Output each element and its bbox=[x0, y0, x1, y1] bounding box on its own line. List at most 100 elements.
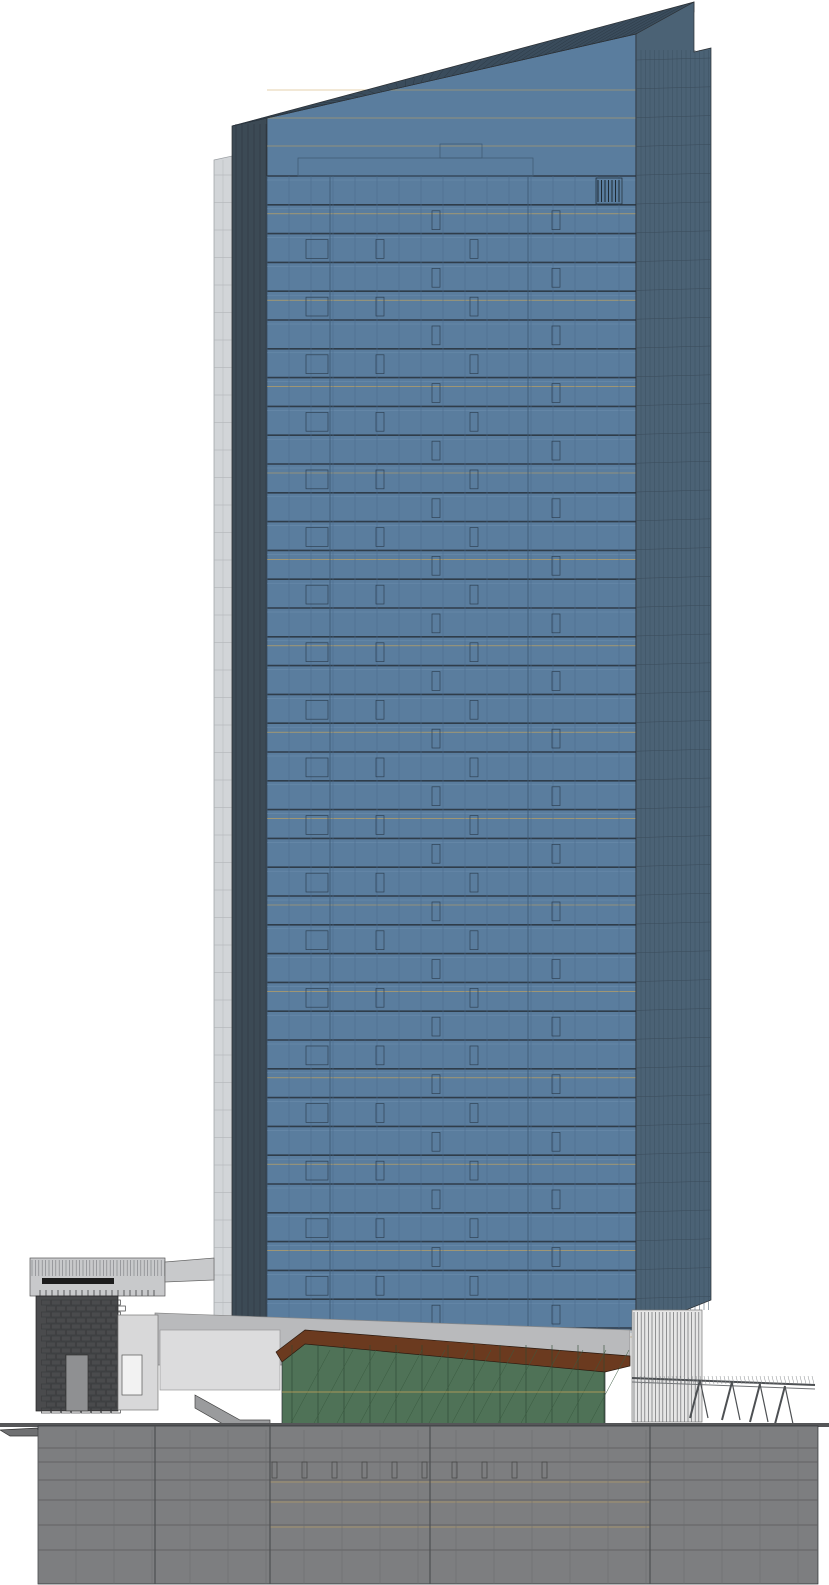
frame-mark bbox=[375, 584, 385, 605]
canopy-slat bbox=[775, 1375, 779, 1385]
canopy-slat bbox=[747, 1375, 751, 1385]
frame-mark bbox=[551, 1132, 561, 1152]
frame-mark bbox=[431, 728, 441, 749]
frame-mark bbox=[375, 1045, 385, 1066]
crown-rib bbox=[520, 40, 550, 61]
stone-joint bbox=[105, 1317, 116, 1324]
crown-rib bbox=[376, 87, 383, 92]
frame-mark bbox=[305, 1045, 329, 1066]
canopy-slat bbox=[795, 1375, 799, 1385]
stone-joint bbox=[85, 1341, 96, 1348]
crown-rib bbox=[412, 76, 416, 85]
crown-rib bbox=[459, 61, 473, 75]
basement-section bbox=[37, 1425, 819, 1585]
side-floor bbox=[635, 259, 712, 262]
crown-rib bbox=[558, 27, 598, 52]
stone-joint bbox=[40, 1359, 51, 1366]
stone-joint bbox=[105, 1305, 116, 1312]
canopy-slat bbox=[655, 1375, 659, 1385]
side-floor bbox=[635, 864, 712, 867]
frame-mark bbox=[469, 412, 479, 432]
frame-mark bbox=[375, 412, 385, 432]
stone-joint bbox=[75, 1305, 86, 1312]
canopy-slat bbox=[643, 1375, 647, 1385]
side-floor bbox=[635, 1065, 712, 1069]
stone-joint bbox=[80, 1347, 91, 1354]
stone-joint bbox=[110, 1299, 121, 1306]
frame-mark bbox=[431, 959, 441, 979]
basement-opening bbox=[331, 1461, 338, 1479]
crown-rib bbox=[260, 112, 291, 119]
stone-joint bbox=[40, 1299, 51, 1306]
frame-mark bbox=[375, 1160, 385, 1181]
canopy-slat bbox=[755, 1375, 759, 1385]
stone-joint bbox=[60, 1311, 71, 1318]
canopy-slat bbox=[647, 1375, 651, 1385]
canopy-slat bbox=[791, 1375, 795, 1385]
stone-joint bbox=[40, 1311, 51, 1318]
canopy-slat bbox=[707, 1375, 711, 1385]
crown-rib bbox=[505, 45, 531, 64]
stone-joint bbox=[45, 1329, 56, 1336]
side-floor bbox=[635, 230, 712, 234]
lobby-diagonal bbox=[450, 1349, 492, 1426]
crown-rib bbox=[420, 74, 425, 84]
crown-rib bbox=[428, 71, 435, 82]
canopy-slat bbox=[763, 1375, 767, 1385]
lobby-diagonal bbox=[473, 1349, 515, 1426]
frame-mark bbox=[431, 268, 441, 288]
stone-joint bbox=[70, 1323, 81, 1330]
lobby-diagonal bbox=[519, 1349, 561, 1426]
canopy-slat bbox=[659, 1375, 663, 1385]
basement-opening bbox=[541, 1461, 548, 1479]
canopy-slat bbox=[639, 1375, 643, 1385]
crown-rib bbox=[566, 25, 608, 50]
stone-joint bbox=[55, 1329, 66, 1336]
frame-mark bbox=[469, 354, 479, 374]
canopy-slat bbox=[739, 1375, 743, 1385]
lobby-diagonal bbox=[289, 1349, 331, 1426]
side-floor bbox=[635, 1180, 712, 1184]
stone-joint bbox=[80, 1299, 91, 1306]
frame-mark bbox=[431, 556, 441, 576]
stone-joint bbox=[55, 1401, 66, 1408]
side-floor bbox=[635, 489, 712, 493]
side-floor bbox=[635, 374, 712, 378]
canopy-slat bbox=[679, 1375, 683, 1385]
side-floor bbox=[635, 1296, 712, 1299]
frame-mark bbox=[375, 469, 385, 490]
crown-rib bbox=[597, 14, 646, 43]
canopy-slat bbox=[691, 1375, 695, 1385]
stone-joint bbox=[55, 1305, 66, 1312]
canopy-slat bbox=[743, 1375, 747, 1385]
louvre-frame bbox=[595, 177, 623, 205]
roof-louvre bbox=[297, 143, 623, 205]
frame-mark bbox=[375, 1103, 385, 1123]
stone-joint bbox=[85, 1329, 96, 1336]
frame-mark bbox=[305, 1103, 329, 1123]
canopy-slat bbox=[651, 1375, 655, 1385]
side-floor bbox=[635, 979, 712, 982]
stone-joint bbox=[50, 1359, 61, 1366]
side-floor bbox=[635, 806, 712, 810]
crown-rib bbox=[308, 103, 329, 106]
canopy-slat bbox=[727, 1375, 731, 1385]
main-curtain-wall bbox=[266, 33, 637, 1331]
crown-rib bbox=[474, 56, 493, 71]
stone-joint bbox=[60, 1335, 71, 1342]
stone-joint bbox=[115, 1305, 126, 1312]
stone-joint bbox=[70, 1311, 81, 1318]
stone-joint bbox=[55, 1317, 66, 1324]
annex-dark-slot bbox=[42, 1278, 114, 1284]
frame-mark bbox=[551, 844, 561, 864]
frame-mark bbox=[305, 757, 329, 778]
frame-mark bbox=[375, 642, 385, 662]
canopy-slat bbox=[711, 1375, 715, 1385]
frame-mark bbox=[375, 296, 385, 317]
side-floor bbox=[635, 1209, 712, 1213]
crown-rib bbox=[395, 82, 398, 89]
crown-rib bbox=[251, 114, 283, 122]
frame-mark bbox=[375, 1218, 385, 1238]
lobby-diagonal bbox=[542, 1349, 584, 1426]
side-floor bbox=[635, 547, 712, 550]
